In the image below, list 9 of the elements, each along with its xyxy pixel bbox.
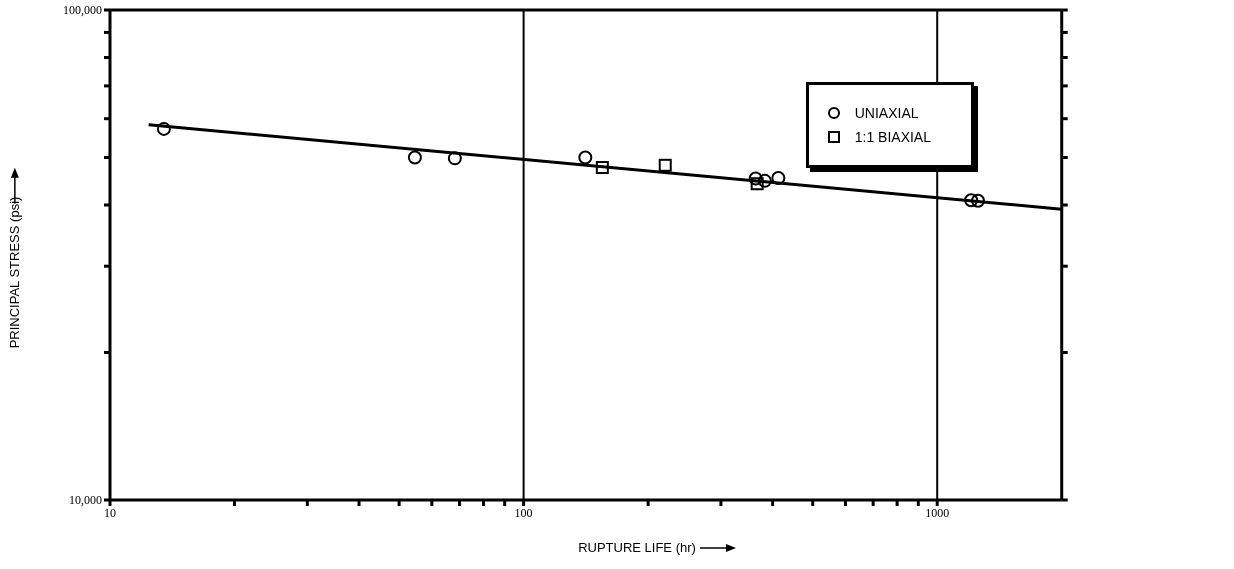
y-axis-title: PRINCIPAL STRESS (psi) [7, 196, 23, 348]
y-tick-label: 100,000 [63, 3, 102, 18]
x-tick-label: 10 [104, 505, 116, 520]
legend-label: 1:1 BIAXIAL [854, 129, 931, 145]
legend-label: UNIAXIAL [854, 105, 919, 121]
y-tick-label: 10,000 [69, 493, 102, 508]
x-tick-label: 100 [514, 505, 533, 520]
x-axis-title: RUPTURE LIFE (hr) [578, 540, 696, 555]
x-tick-label: 1000 [925, 505, 950, 520]
